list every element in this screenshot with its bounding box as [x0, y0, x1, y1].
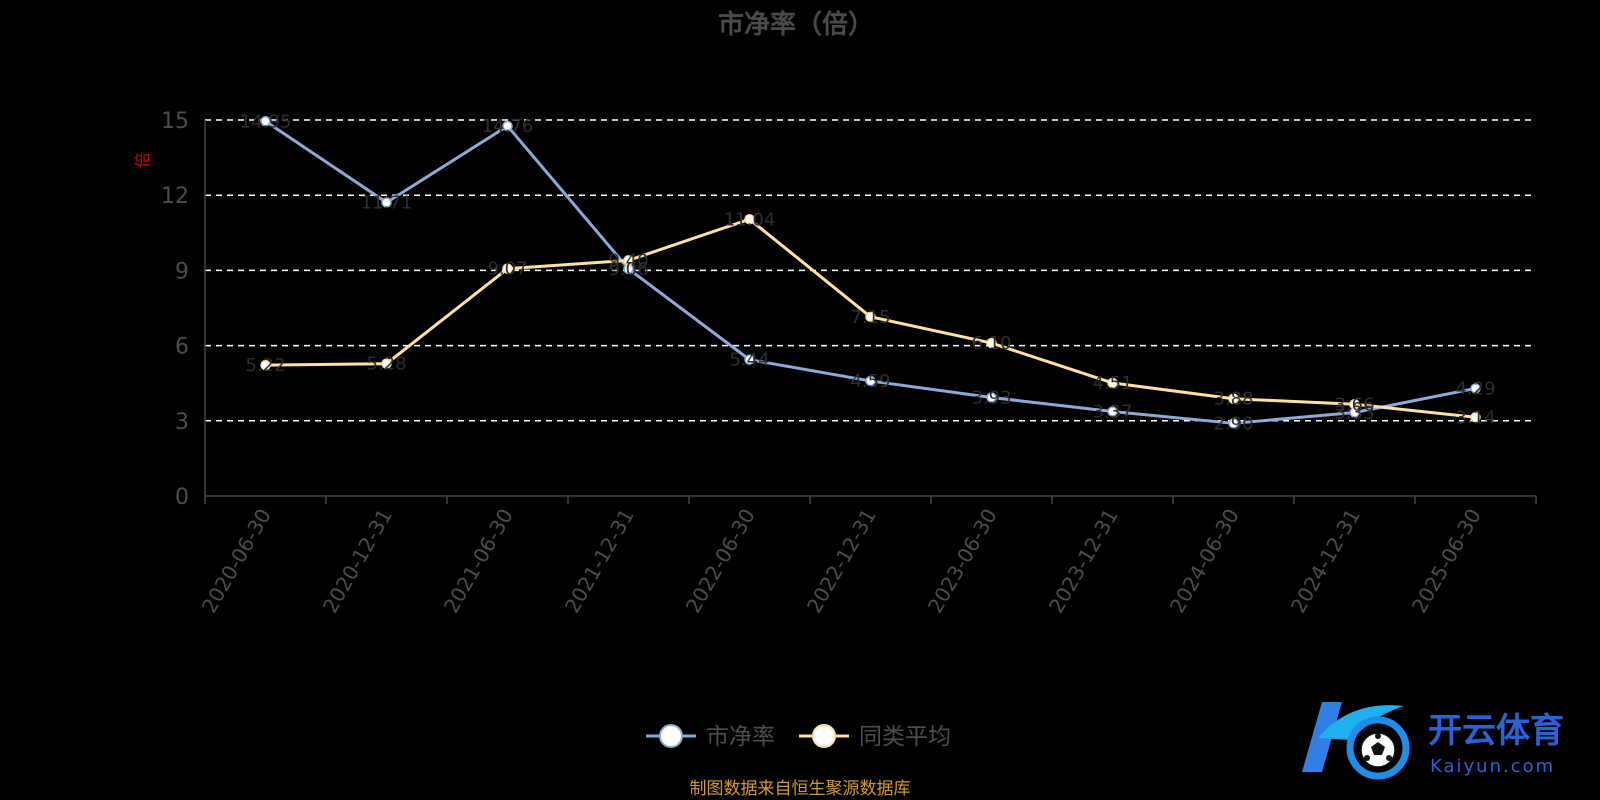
data-point[interactable] — [1228, 393, 1239, 404]
watermark-logo: 开云体育 Kaiyun.com — [1302, 702, 1564, 780]
legend-item-peer-average[interactable]: 同类平均 — [799, 724, 951, 750]
legend-peer-label: 同类平均 — [859, 724, 951, 750]
x-tick-label: 2020-12-31 — [318, 505, 397, 618]
data-label: 3.33 — [1334, 403, 1374, 424]
data-labels: 14.95 11.71 14.76 9.06 5.44 4.59 3.93 3.37 2.90 3… — [240, 111, 1496, 434]
y-tick-label: 15 — [161, 109, 189, 134]
data-label: 5.44 — [729, 350, 769, 371]
data-point[interactable] — [502, 263, 513, 274]
data-point[interactable] — [865, 375, 876, 387]
data-point[interactable] — [260, 359, 271, 371]
data-label: 5.28 — [366, 354, 406, 375]
x-tick-label: 2022-12-31 — [802, 505, 881, 618]
x-tick-label: 2020-06-30 — [197, 505, 276, 618]
data-point[interactable] — [502, 120, 513, 132]
data-point[interactable] — [260, 116, 271, 127]
watermark-subtext: Kaiyun.com — [1430, 756, 1555, 777]
x-tick-label: 2021-06-30 — [439, 505, 518, 618]
data-point[interactable] — [381, 358, 392, 369]
x-tick-label: 2023-06-30 — [923, 505, 1002, 618]
data-label: 6.10 — [971, 333, 1011, 354]
y-tick-label: 6 — [175, 335, 189, 360]
data-label: 5.22 — [245, 355, 285, 376]
legend-pb-marker — [659, 724, 683, 748]
data-label: 7.15 — [850, 307, 890, 328]
data-label: 4.29 — [1455, 378, 1495, 399]
y-tick-labels: 0 3 6 9 12 15 — [161, 109, 189, 510]
legend: 市净率 同类平均 — [646, 724, 951, 750]
x-tick-label: 2025-06-30 — [1407, 505, 1486, 618]
y-tick-label: 3 — [175, 410, 189, 435]
y-tick-label: 9 — [175, 259, 189, 284]
x-tick-label: 2022-06-30 — [681, 505, 760, 618]
data-label: 11.71 — [361, 192, 413, 213]
axes — [204, 120, 1537, 504]
data-label: 4.59 — [850, 371, 890, 392]
legend-peer-marker — [812, 724, 836, 748]
data-point[interactable] — [1470, 383, 1481, 394]
data-label: 14.76 — [482, 116, 534, 137]
y-axis-label: 倍 — [133, 152, 152, 168]
data-point[interactable] — [744, 354, 755, 365]
data-label: 3.14 — [1455, 407, 1495, 428]
data-label: 3.37 — [1092, 402, 1132, 423]
data-point[interactable] — [865, 311, 876, 323]
watermark-text: 开云体育 — [1428, 711, 1564, 751]
series-lines — [260, 116, 1481, 429]
x-tick-labels: 2020-06-30 2020-12-31 2021-06-30 2021-12-31… — [197, 505, 1486, 618]
data-point[interactable] — [1470, 412, 1481, 423]
legend-item-pb[interactable]: 市净率 — [646, 724, 775, 750]
data-point[interactable] — [986, 392, 997, 403]
data-label: 11.04 — [724, 209, 776, 230]
x-tick-label: 2023-12-31 — [1044, 505, 1123, 618]
y-tick-label: 0 — [175, 485, 189, 510]
legend-pb-label: 市净率 — [706, 724, 775, 750]
data-point[interactable] — [1349, 399, 1360, 410]
data-label: 9.06 — [608, 259, 648, 280]
data-label: 9.07 — [487, 259, 527, 280]
data-label: 2.90 — [1213, 413, 1253, 434]
source-note: 制图数据来自恒生聚源数据库 — [690, 779, 911, 799]
data-point[interactable] — [623, 255, 634, 266]
data-point[interactable] — [986, 337, 997, 349]
y-tick-label: 12 — [161, 184, 189, 209]
data-label: 4.51 — [1092, 373, 1132, 394]
data-label: 3.88 — [1213, 389, 1253, 410]
data-label: 3.66 — [1334, 394, 1374, 415]
data-point[interactable] — [1107, 377, 1118, 389]
data-point[interactable] — [1228, 418, 1239, 429]
chart-title: 市净率（倍） — [718, 9, 874, 40]
x-tick-label: 2024-12-31 — [1286, 505, 1365, 618]
kaiyun-logo-icon — [1302, 702, 1410, 780]
data-point[interactable] — [381, 197, 392, 208]
data-label: 9.40 — [608, 250, 648, 271]
x-tick-label: 2024-06-30 — [1165, 505, 1244, 618]
grid-lines — [205, 119, 1536, 422]
x-tick-label: 2021-12-31 — [560, 505, 639, 618]
data-point[interactable] — [1107, 406, 1118, 417]
data-point[interactable] — [744, 214, 755, 225]
data-label: 3.93 — [971, 387, 1011, 408]
data-label: 14.95 — [240, 111, 292, 132]
